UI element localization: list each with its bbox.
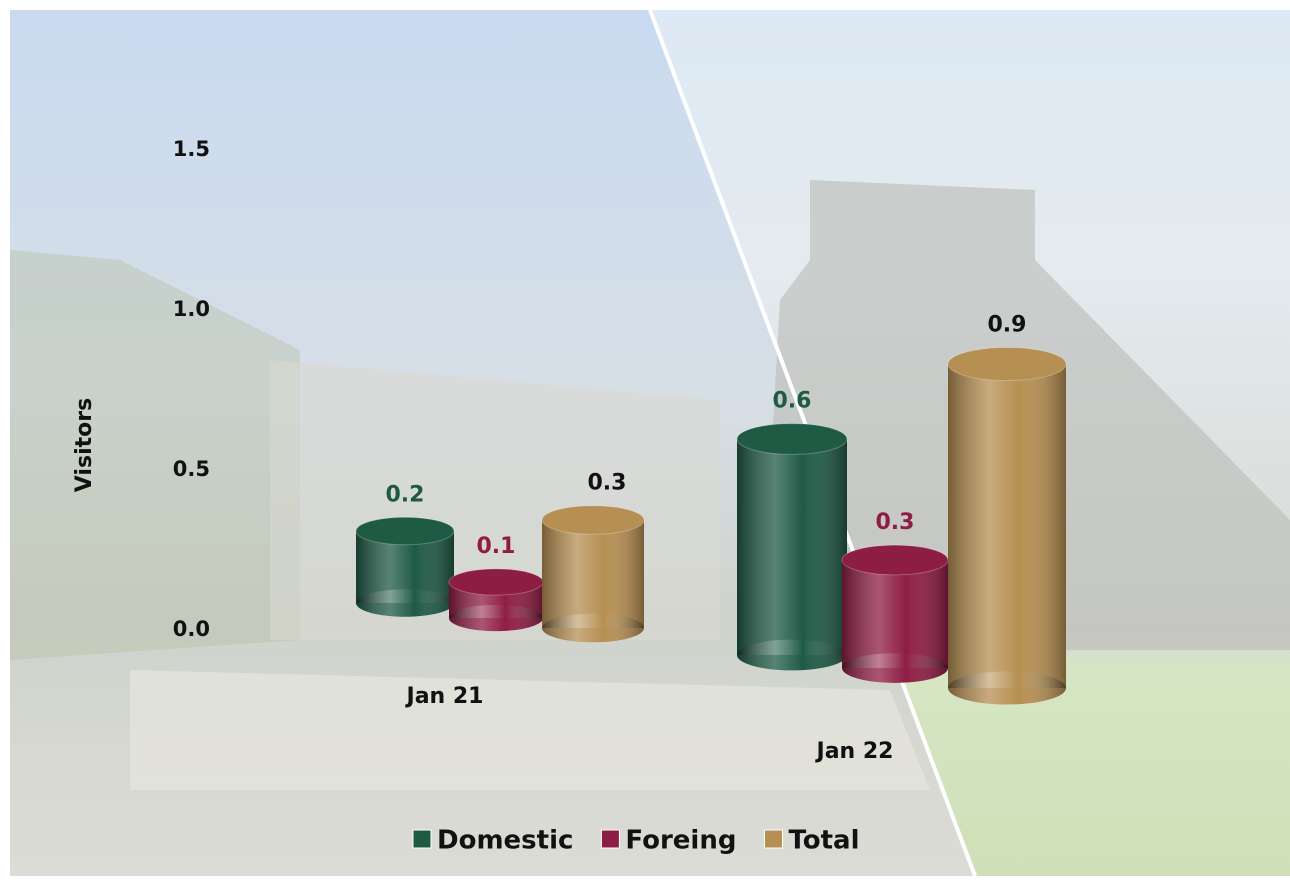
museum-sign — [130, 670, 930, 790]
bar-shade — [842, 560, 948, 668]
trees — [10, 250, 300, 660]
data-label: 0.3 — [588, 471, 627, 496]
bar-bottom-shade — [542, 613, 644, 643]
legend-swatch — [600, 829, 620, 849]
legend-label: Domestic — [437, 826, 573, 856]
bar-bottom-shade — [356, 589, 454, 617]
y-axis-label: Visitors — [72, 398, 97, 492]
bar-top — [541, 505, 645, 535]
data-label: 0.2 — [386, 482, 425, 507]
data-label: 0.9 — [988, 312, 1027, 337]
bar-top — [355, 516, 455, 546]
bar-bottom-shade — [737, 639, 847, 671]
bar-top — [448, 568, 544, 596]
legend-swatch — [412, 829, 432, 849]
bar-top — [841, 544, 949, 576]
bar-shade — [542, 520, 644, 628]
bar-bottom-shade — [948, 671, 1066, 705]
bar — [448, 568, 544, 632]
bar-shade — [948, 364, 1066, 688]
data-label: 0.1 — [477, 534, 516, 559]
bar — [355, 516, 455, 617]
y-tick-label: 1.5 — [173, 137, 210, 161]
data-label: 0.3 — [876, 510, 915, 535]
legend-label: Foreing — [625, 826, 736, 856]
bar — [541, 505, 645, 643]
bar-top — [947, 346, 1067, 382]
y-tick-label: 0.0 — [173, 617, 210, 641]
x-tick-label: Jan 22 — [815, 739, 894, 764]
bar-bottom-shade — [449, 604, 543, 632]
bar-top — [736, 423, 848, 455]
bar — [947, 346, 1067, 705]
legend-label: Total — [788, 826, 859, 856]
bar-shade — [737, 439, 847, 655]
legend-swatch — [763, 829, 783, 849]
bar — [841, 544, 949, 683]
bar — [736, 423, 848, 671]
y-tick-label: 0.5 — [173, 457, 210, 481]
data-label: 0.6 — [773, 389, 812, 414]
x-tick-label: Jan 21 — [405, 684, 484, 709]
bar-bottom-shade — [842, 653, 948, 683]
y-tick-label: 1.0 — [173, 297, 210, 321]
